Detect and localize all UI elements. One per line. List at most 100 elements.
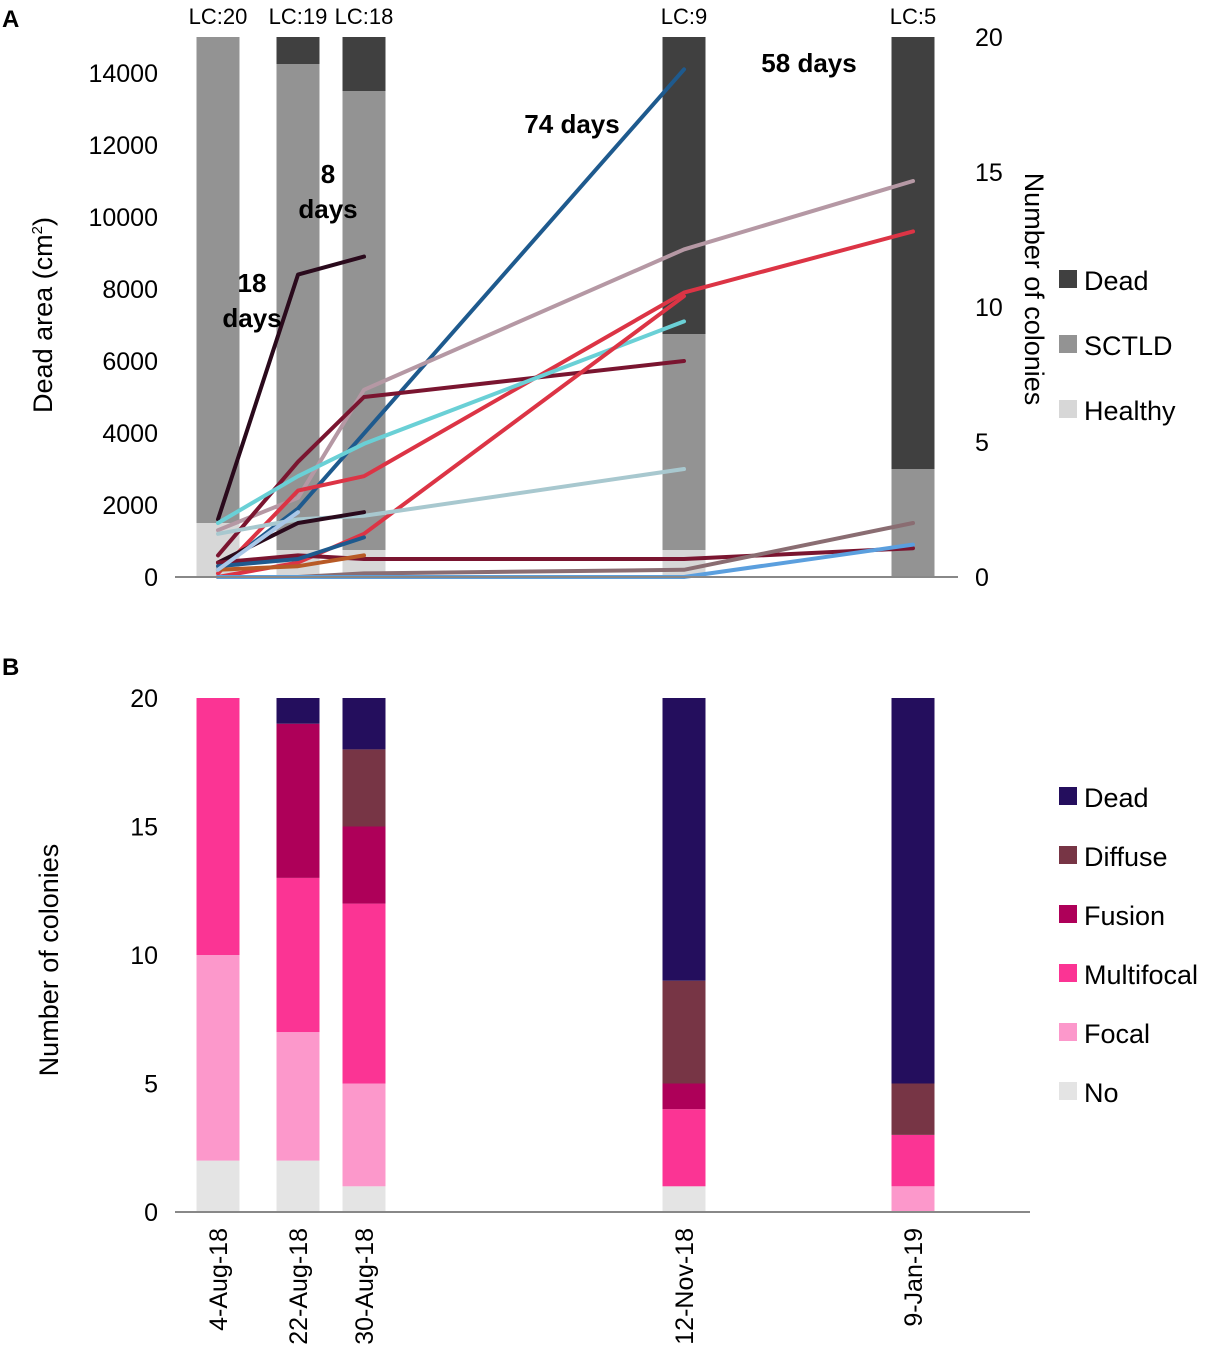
days-annotation: days: [298, 194, 357, 224]
panel-b-y-axis-title: Number of colonies: [34, 844, 64, 1077]
legend-label-dead: Dead: [1084, 783, 1149, 813]
left-tick-label: 2000: [102, 492, 158, 520]
legend-label-focal: Focal: [1084, 1019, 1150, 1049]
bar-segment-no-3: [662, 1186, 706, 1212]
legend-swatch-no: [1059, 1082, 1077, 1100]
right-tick-label: 10: [975, 294, 1003, 322]
bar-segment-healthy-3: [662, 550, 706, 577]
panel-a-right-axis-title: Number of colonies: [1019, 173, 1049, 406]
colony-line-3: [216, 229, 915, 576]
bar-segment-no-1: [276, 1160, 320, 1212]
x-tick-label: 9-Jan-19: [900, 1228, 928, 1327]
y-tick-label: 15: [130, 814, 158, 842]
bar-segment-multifocal-0: [196, 698, 240, 955]
legend-swatch-diffuse: [1059, 846, 1077, 864]
panel-a-left-ticks: 0 2000 4000 6000 8000 10000 12000 14000: [88, 60, 158, 592]
panel-a-bar-top-labels: LC:20 LC:19 LC:18 LC:9 LC:5: [189, 4, 937, 29]
right-tick-label: 5: [975, 429, 989, 457]
days-annotation: days: [222, 303, 281, 333]
bar-segment-focal-4: [891, 1186, 935, 1212]
legend-label-dead: Dead: [1084, 266, 1149, 296]
days-annotation: 8: [321, 159, 335, 189]
bar-top-label: LC:9: [661, 4, 707, 29]
colony-line-12: [216, 535, 366, 569]
x-tick-label: 4-Aug-18: [205, 1228, 233, 1331]
bar-segment-multifocal-4: [891, 1134, 935, 1187]
left-tick-label: 8000: [102, 276, 158, 304]
bar-segment-sctld-3: [662, 334, 706, 550]
panel-label-a: A: [2, 6, 19, 33]
bar-segment-multifocal-1: [276, 877, 320, 1033]
left-tick-label: 12000: [88, 132, 158, 160]
legend-swatch-focal: [1059, 1023, 1077, 1041]
colony-line-2: [216, 179, 915, 533]
left-tick-label: 4000: [102, 420, 158, 448]
bar-segment-dead-1: [276, 37, 320, 64]
bar-segment-dead-4: [891, 698, 935, 1084]
bar-segment-focal-2: [342, 1083, 386, 1187]
left-tick-label: 0: [144, 564, 158, 592]
legend-label-fusion: Fusion: [1084, 901, 1165, 931]
legend-label-multifocal: Multifocal: [1084, 960, 1198, 990]
x-tick-label: 22-Aug-18: [285, 1228, 313, 1345]
panel-a-right-ticks: 0 5 10 15 20: [975, 24, 1003, 592]
right-tick-label: 15: [975, 159, 1003, 187]
colony-line-4: [216, 359, 686, 558]
y-tick-label: 10: [130, 942, 158, 970]
bar-segment-dead-2: [342, 698, 386, 750]
bar-segment-diffuse-2: [342, 749, 386, 827]
legend-swatch-healthy: [1059, 400, 1077, 418]
bar-segment-fusion-3: [662, 1083, 706, 1110]
panel-a-bars: [196, 37, 935, 577]
colony-line-0: [216, 254, 366, 522]
days-annotation: 74 days: [524, 109, 619, 139]
colony-line-13: [216, 553, 366, 572]
legend-swatch-multifocal: [1059, 964, 1077, 982]
legend-label-diffuse: Diffuse: [1084, 842, 1168, 872]
panel-b: B 0 5 10 15 20 4-Aug-18 22-Aug-18 30-Aug-18 12-…: [2, 654, 1198, 1345]
bar-segment-sctld-2: [342, 91, 386, 550]
left-tick-label: 10000: [88, 204, 158, 232]
bar-segment-diffuse-4: [891, 1083, 935, 1135]
panel-label-b: B: [2, 654, 19, 681]
x-tick-label: 12-Nov-18: [671, 1228, 699, 1345]
right-tick-label: 0: [975, 564, 989, 592]
panel-a-legend: Dead SCTLD Healthy: [1059, 266, 1176, 426]
bar-segment-dead-4: [891, 37, 935, 469]
legend-swatch-fusion: [1059, 905, 1077, 923]
legend-label-no: No: [1084, 1078, 1119, 1108]
bar-segment-focal-0: [196, 955, 240, 1161]
panel-b-bars: [196, 698, 935, 1212]
colony-line-14: [216, 510, 300, 572]
legend-swatch-dead: [1059, 270, 1077, 288]
colony-line-5: [216, 319, 686, 525]
bar-top-label: LC:20: [189, 4, 248, 29]
bar-segment-fusion-1: [276, 723, 320, 878]
days-annotation: 58 days: [761, 48, 856, 78]
legend-label-sctld: SCTLD: [1084, 331, 1173, 361]
bar-top-label: LC:5: [890, 4, 936, 29]
y-tick-label: 5: [144, 1071, 158, 1099]
panel-a-annotations: 18 days 8 days 74 days 58 days: [222, 48, 856, 333]
bar-segment-multifocal-3: [662, 1109, 706, 1187]
days-annotation: 18: [238, 268, 267, 298]
panel-b-x-ticks: 4-Aug-18 22-Aug-18 30-Aug-18 12-Nov-18 9-Jan…: [205, 1228, 928, 1345]
left-tick-label: 6000: [102, 348, 158, 376]
bar-top-label: LC:19: [269, 4, 328, 29]
bar-segment-diffuse-3: [662, 980, 706, 1084]
y-tick-label: 20: [130, 685, 158, 713]
panel-b-y-ticks: 0 5 10 15 20: [130, 685, 158, 1227]
legend-swatch-dead: [1059, 787, 1077, 805]
bar-segment-no-2: [342, 1186, 386, 1212]
bar-segment-no-0: [196, 1160, 240, 1212]
bar-segment-dead-1: [276, 698, 320, 724]
panel-a-lines: [216, 67, 915, 579]
bar-segment-multifocal-2: [342, 903, 386, 1084]
x-tick-label: 30-Aug-18: [351, 1228, 379, 1345]
bar-segment-dead-2: [342, 37, 386, 91]
bar-top-label: LC:18: [335, 4, 394, 29]
bar-segment-dead-3: [662, 698, 706, 981]
panel-a-left-axis-title: Dead area (cm2): [28, 217, 58, 413]
bar-segment-focal-1: [276, 1032, 320, 1161]
